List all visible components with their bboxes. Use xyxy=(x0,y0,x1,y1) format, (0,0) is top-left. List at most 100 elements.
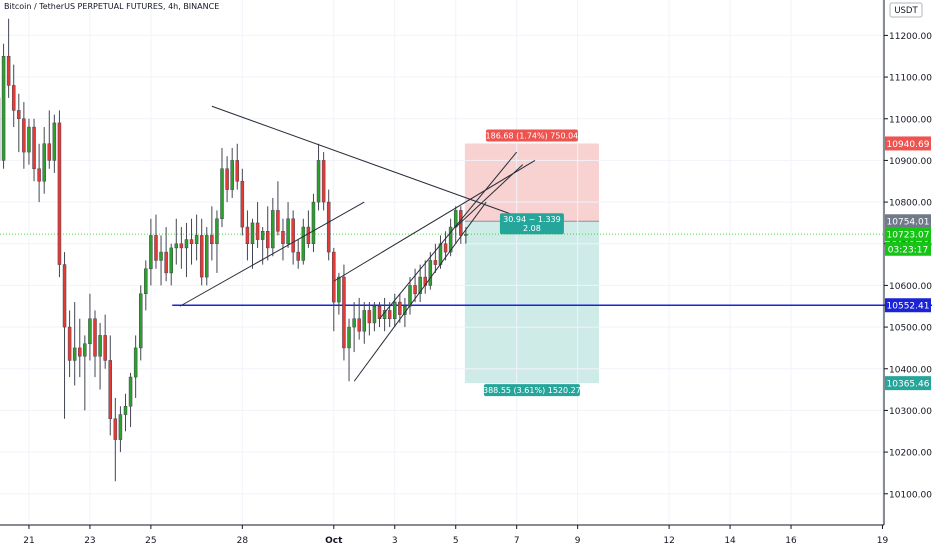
support-price-label: 10552.41 xyxy=(885,298,931,313)
candle xyxy=(98,322,102,390)
current-price-label-bg xyxy=(885,227,931,242)
price-labels: 10940.69 10754.01 10723.07 03:23:17 10552.41… xyxy=(885,136,931,391)
candle xyxy=(428,252,433,290)
candle xyxy=(17,93,21,153)
candle-body-up xyxy=(88,318,92,344)
x-tick-label: 3 xyxy=(392,536,398,546)
candle xyxy=(332,247,336,332)
candle xyxy=(113,397,118,482)
candle xyxy=(342,264,346,361)
candle-body-up xyxy=(169,247,173,274)
candle xyxy=(169,243,173,286)
candle-body-down xyxy=(11,85,16,111)
candle xyxy=(103,314,107,369)
y-tick-label: 11200.00 xyxy=(889,32,932,42)
candle-body-up xyxy=(428,260,433,286)
x-tick-label: 5 xyxy=(453,536,459,546)
currency-label-box xyxy=(889,2,923,18)
candle-body-up xyxy=(408,285,412,307)
candle-body-up xyxy=(464,233,468,236)
candle xyxy=(6,18,11,98)
candle-body-up xyxy=(362,310,367,332)
candle-body-up xyxy=(352,318,356,328)
candle-body-down xyxy=(57,122,62,265)
candle xyxy=(138,285,143,361)
stop-price-label-text: 10940.69 xyxy=(887,140,930,150)
support-price-label-text: 10552.41 xyxy=(887,302,930,312)
candle-body-down xyxy=(255,222,260,240)
target-info-label-bg xyxy=(483,384,580,397)
candle xyxy=(164,227,168,282)
candle xyxy=(250,218,255,269)
ratio-info-line1: 30.94 ~ 1.339 xyxy=(503,215,561,224)
candle-body-down xyxy=(32,126,36,170)
candle-body-up xyxy=(98,335,102,357)
candle-body-up xyxy=(347,326,351,349)
candle xyxy=(321,152,326,211)
candle xyxy=(347,318,351,382)
candle-body-down xyxy=(321,160,326,203)
candle-body-down xyxy=(240,181,245,228)
candle xyxy=(32,118,36,182)
candle xyxy=(413,268,417,303)
currency-label-text: USDT xyxy=(894,6,918,16)
candle-body-down xyxy=(443,243,448,253)
candle xyxy=(225,156,229,203)
candle xyxy=(189,218,194,265)
candle xyxy=(88,293,92,361)
candle-body-up xyxy=(159,251,163,261)
current-price-label: 10723.07 xyxy=(885,227,931,242)
candle xyxy=(199,218,204,286)
candle xyxy=(47,110,52,169)
candle xyxy=(215,210,219,273)
x-tick-label: 25 xyxy=(145,536,156,546)
candle xyxy=(443,231,448,261)
candle-body-down xyxy=(387,310,392,319)
chart-title: Bitcoin / TetherUS PERPETUAL FUTURES, 4h… xyxy=(4,2,220,11)
candle-body-up xyxy=(118,414,123,440)
y-tick-label: 11000.00 xyxy=(889,115,932,125)
candle xyxy=(291,210,295,265)
trendline xyxy=(379,151,518,320)
candle xyxy=(11,64,16,128)
candle xyxy=(311,193,316,253)
stop-info-text: 186.68 (1.74%) 750.04 xyxy=(486,131,579,140)
candle xyxy=(306,210,311,248)
stop-info-label: 186.68 (1.74%) 750.04 xyxy=(486,129,579,142)
candle-body-up xyxy=(250,222,255,245)
candle-body-down xyxy=(113,418,118,440)
target-price-label-text: 10365.46 xyxy=(887,380,930,390)
candle-body-up xyxy=(372,306,377,324)
candle-body-down xyxy=(17,110,21,119)
stop-price-label-bg xyxy=(885,136,931,151)
candle xyxy=(357,297,361,340)
candle xyxy=(179,227,184,269)
candle-body-up xyxy=(448,226,453,253)
entry-price-label-text: 10754.01 xyxy=(887,218,930,228)
candle xyxy=(235,143,239,190)
ratio-info-line2: 2.08 xyxy=(523,224,541,233)
y-tick-label: 10200.00 xyxy=(889,449,932,459)
y-tick-label: 11100.00 xyxy=(889,74,932,84)
candle-body-down xyxy=(189,239,194,244)
candle-body-down xyxy=(398,301,402,315)
candle-body-up xyxy=(438,243,443,265)
stop-price-label: 10940.69 xyxy=(885,136,931,151)
candle-body-up xyxy=(337,276,341,303)
candle-body-down xyxy=(62,264,67,328)
candle xyxy=(37,143,41,203)
candle-body-up xyxy=(184,239,189,249)
candle-body-down xyxy=(245,226,250,244)
countdown-label: 03:23:17 xyxy=(885,241,931,256)
candle xyxy=(149,218,153,286)
target-price-label-bg xyxy=(885,376,931,391)
x-tick-label: 28 xyxy=(237,536,249,546)
candle-body-up xyxy=(316,160,321,203)
candle-body-down xyxy=(235,160,239,182)
candle-body-down xyxy=(37,168,41,182)
candle xyxy=(316,143,321,211)
candle-body-down xyxy=(78,347,82,357)
candle xyxy=(423,260,427,294)
candle-body-up xyxy=(215,218,219,244)
